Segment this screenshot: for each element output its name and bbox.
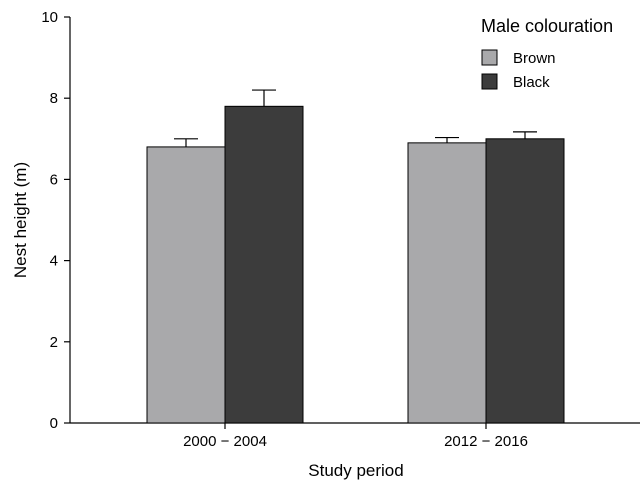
y-tick-label: 8: [50, 90, 58, 107]
plot-area: 0 2 4 6 8 10 2000 − 2004 2012 − 2016: [41, 9, 640, 450]
bar-brown: [407, 142, 487, 424]
legend: Male colouration Brown Black: [481, 16, 613, 91]
bar-black: [224, 105, 304, 424]
x-tick-label: 2012 − 2016: [444, 433, 528, 450]
y-axis-ticks: 0 2 4 6 8 10: [41, 9, 70, 432]
legend-label-brown: Brown: [513, 50, 556, 67]
bars: [146, 105, 565, 424]
y-tick-label: 0: [50, 415, 58, 432]
x-tick-label: 2000 − 2004: [183, 433, 267, 450]
legend-swatch-brown: [481, 49, 498, 66]
legend-items: Brown Black: [481, 49, 556, 91]
legend-title: Male colouration: [481, 16, 613, 36]
y-tick-label: 4: [50, 253, 58, 270]
y-tick-label: 6: [50, 171, 58, 188]
bar-brown: [146, 146, 226, 424]
y-tick-label: 2: [50, 334, 58, 351]
x-axis-ticks: 2000 − 2004 2012 − 2016: [183, 423, 528, 450]
bar-black: [485, 138, 565, 424]
error-bars: [174, 89, 537, 147]
y-axis-label: Nest height (m): [11, 162, 30, 278]
legend-label-black: Black: [513, 74, 550, 91]
y-tick-label: 10: [41, 9, 58, 26]
legend-swatch-black: [481, 73, 498, 90]
x-axis-label: Study period: [308, 461, 403, 480]
